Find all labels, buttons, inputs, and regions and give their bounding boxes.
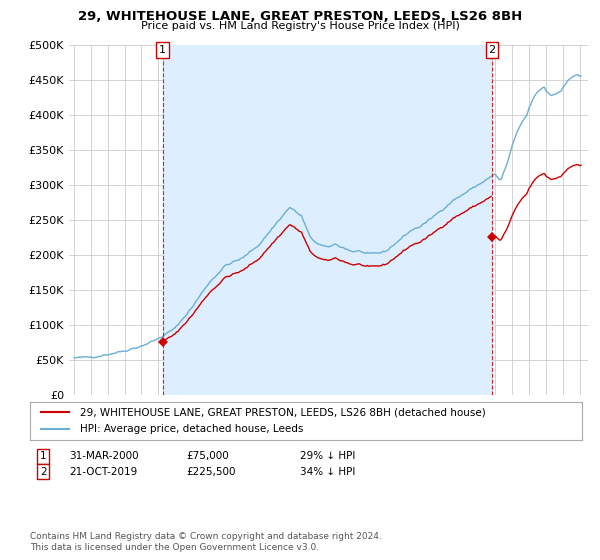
Text: HPI: Average price, detached house, Leeds: HPI: Average price, detached house, Leed… bbox=[80, 424, 303, 434]
Text: 1: 1 bbox=[159, 45, 166, 55]
Text: 29, WHITEHOUSE LANE, GREAT PRESTON, LEEDS, LS26 8BH (detached house): 29, WHITEHOUSE LANE, GREAT PRESTON, LEED… bbox=[80, 407, 485, 417]
Text: 2: 2 bbox=[488, 45, 496, 55]
Text: Contains HM Land Registry data © Crown copyright and database right 2024.: Contains HM Land Registry data © Crown c… bbox=[30, 532, 382, 541]
Text: 29% ↓ HPI: 29% ↓ HPI bbox=[300, 451, 355, 461]
Text: 31-MAR-2000: 31-MAR-2000 bbox=[69, 451, 139, 461]
Text: £225,500: £225,500 bbox=[186, 466, 235, 477]
Text: £75,000: £75,000 bbox=[186, 451, 229, 461]
Text: 21-OCT-2019: 21-OCT-2019 bbox=[69, 466, 137, 477]
Text: This data is licensed under the Open Government Licence v3.0.: This data is licensed under the Open Gov… bbox=[30, 543, 319, 552]
Text: 2: 2 bbox=[40, 466, 47, 477]
Bar bbox=[163, 45, 492, 395]
Text: 29, WHITEHOUSE LANE, GREAT PRESTON, LEEDS, LS26 8BH: 29, WHITEHOUSE LANE, GREAT PRESTON, LEED… bbox=[78, 10, 522, 23]
Text: 1: 1 bbox=[40, 451, 47, 461]
Text: 34% ↓ HPI: 34% ↓ HPI bbox=[300, 466, 355, 477]
Text: Price paid vs. HM Land Registry's House Price Index (HPI): Price paid vs. HM Land Registry's House … bbox=[140, 21, 460, 31]
